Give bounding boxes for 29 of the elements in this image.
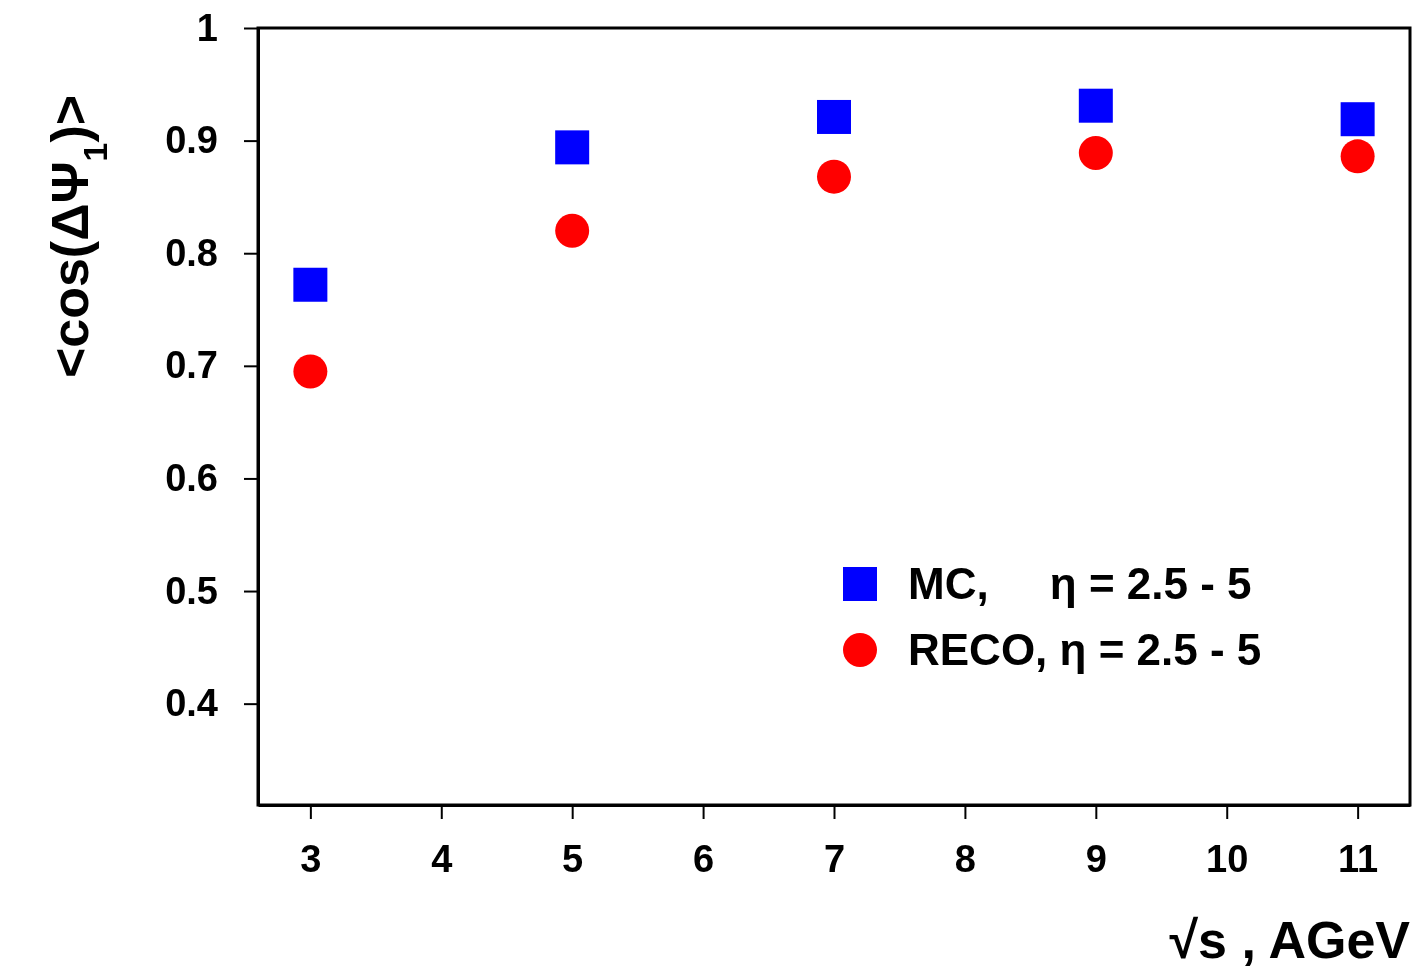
x-tick-label: 7 [823,837,846,880]
x-tick-label: 10 [1206,837,1249,880]
x-tick-label: 3 [300,837,322,880]
point [293,267,328,302]
point [817,159,851,194]
y-tick-label: 0.4 [165,682,218,725]
x-axis-title: √s , AGeV [1169,911,1411,969]
point [1078,136,1113,170]
point [555,130,590,165]
y-tick-label: 0.9 [165,119,218,162]
point [1340,139,1375,174]
point [293,354,328,389]
point [817,99,851,134]
y-tick-label: 0.6 [165,457,218,500]
x-tick-label: 4 [431,837,453,880]
legend-label: MC, η = 2.5 - 5 [908,559,1252,609]
x-tick-label: 8 [954,837,976,880]
point [1078,88,1113,123]
x-tick-label: 5 [562,837,584,880]
x-tick-label: 11 [1338,837,1379,880]
x-tick-label: 9 [1085,837,1107,880]
y-tick-label: 0.5 [165,569,218,612]
x-tick-label: 6 [693,837,715,880]
legend-label: RECO, η = 2.5 - 5 [908,625,1262,675]
y-tick-label: 0.8 [165,231,218,274]
point [555,213,590,248]
y-tick-label: 1 [196,6,218,49]
point [1340,102,1375,137]
y-tick-label: 0.7 [165,344,218,387]
